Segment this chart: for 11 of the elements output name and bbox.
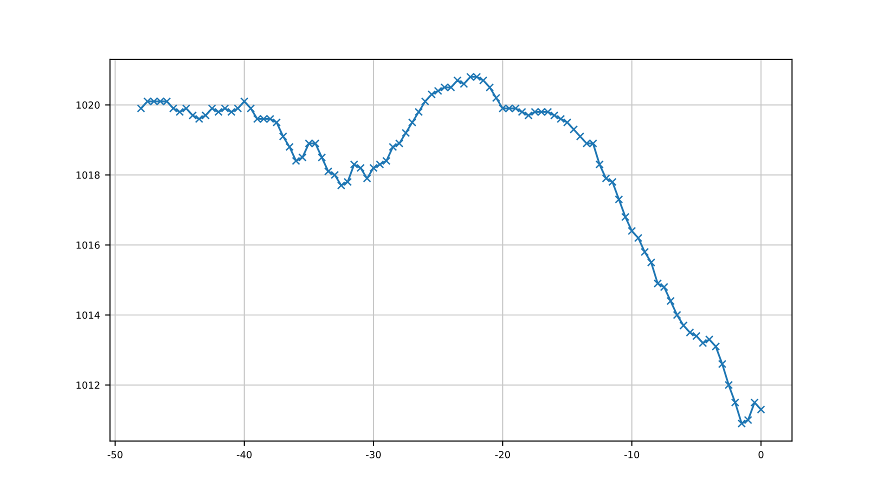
x-tick-label: -10 [624, 450, 640, 458]
x-tick-label: 0 [758, 450, 764, 458]
x-tick-label: -20 [495, 450, 510, 458]
y-tick-label: 1012 [76, 382, 100, 389]
y-tick-label: 1018 [76, 171, 100, 179]
y-tick-label: 1014 [76, 311, 100, 319]
x-tick-label: -30 [366, 450, 381, 458]
x-tick-label: -40 [236, 450, 252, 458]
y-tick-label: 1020 [76, 101, 100, 109]
y-tick-label: 1016 [76, 241, 100, 249]
x-tick-label: -50 [108, 450, 122, 458]
